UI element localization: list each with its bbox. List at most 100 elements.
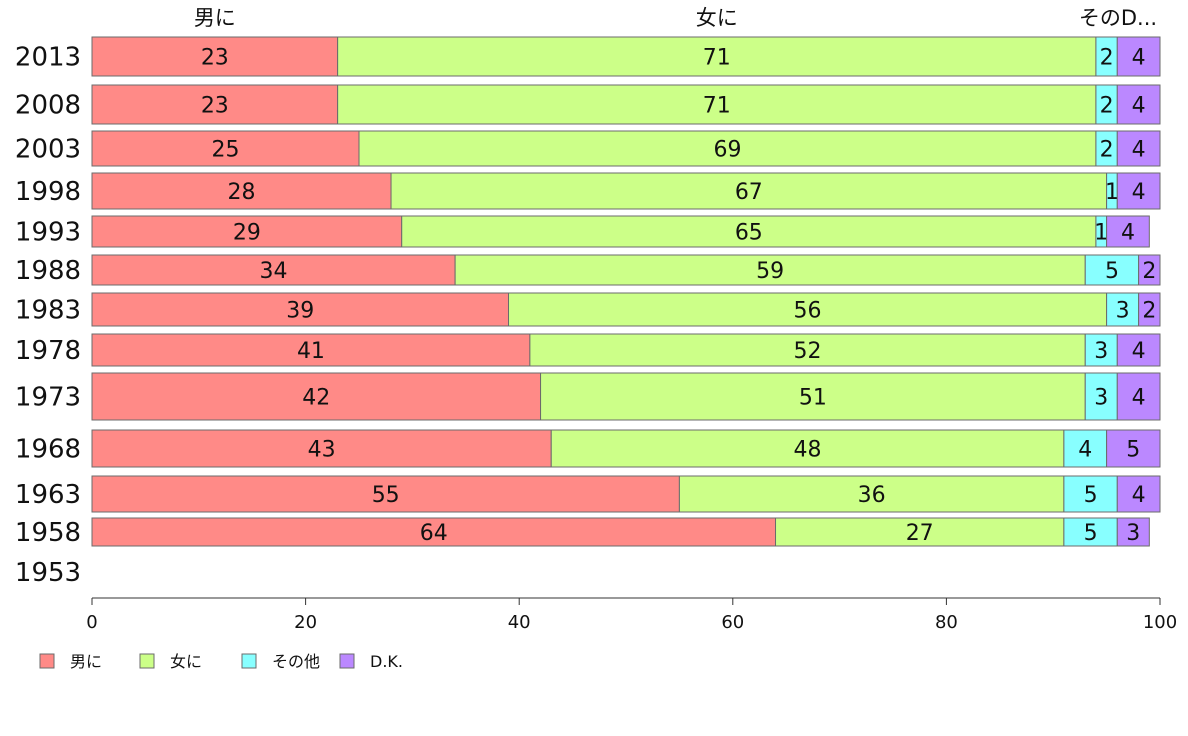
data-label: 2: [1142, 259, 1156, 284]
data-label: 67: [735, 180, 763, 205]
data-label: 42: [302, 386, 330, 411]
year-label: 1963: [15, 480, 81, 510]
bar-segment: [91, 475, 680, 513]
bar-segment: [1063, 517, 1118, 547]
data-label: 25: [212, 138, 240, 163]
x-tick-label: 100: [1143, 612, 1177, 633]
data-label: 23: [201, 46, 229, 71]
data-label: 5: [1105, 259, 1119, 284]
data-label: 55: [372, 483, 400, 508]
legend-label: 女に: [170, 652, 202, 671]
bar-segment: [1084, 333, 1118, 367]
bar-segment: [1116, 517, 1150, 547]
data-label: 64: [420, 521, 448, 546]
bar-segment: [1106, 215, 1150, 248]
legend-swatch: [241, 653, 257, 669]
bar-segment: [1116, 172, 1161, 210]
legend-label: その他: [272, 652, 320, 671]
data-label: 71: [703, 94, 731, 119]
data-label: 4: [1132, 46, 1146, 71]
bar-segment: [91, 84, 339, 125]
data-label: 1: [1105, 180, 1119, 205]
data-label: 52: [794, 339, 822, 364]
data-label: 27: [906, 521, 934, 546]
data-label: 5: [1084, 483, 1098, 508]
bar-segment: [91, 172, 392, 210]
data-label: 51: [799, 386, 827, 411]
data-label: 4: [1078, 438, 1092, 463]
data-label: 5: [1126, 438, 1140, 463]
legend-swatch: [39, 653, 55, 669]
year-label: 1983: [15, 296, 81, 326]
data-label: 4: [1132, 339, 1146, 364]
bar-segment: [1063, 475, 1118, 513]
bar-segment: [337, 84, 1097, 125]
bar-segment: [91, 36, 339, 77]
data-label: 28: [228, 180, 256, 205]
data-label: 2: [1142, 299, 1156, 324]
x-tick-label: 80: [935, 612, 958, 633]
data-label: 1: [1094, 221, 1108, 246]
data-label: 2: [1100, 46, 1114, 71]
data-label: 4: [1132, 138, 1146, 163]
bar-segment: [358, 130, 1097, 167]
bar-segment: [1063, 429, 1108, 468]
bar-segment: [91, 517, 777, 547]
x-axis: 0 20 40 60 80 100: [86, 597, 1177, 633]
data-label: 34: [260, 259, 288, 284]
bar-segment: [91, 429, 552, 468]
data-label: 41: [297, 339, 325, 364]
bar-segment: [1138, 254, 1161, 286]
year-label: 1978: [15, 336, 81, 366]
x-tick-label: 60: [721, 612, 744, 633]
bar-segment: [1116, 333, 1161, 367]
bar-segment: [1106, 429, 1161, 468]
x-tick-label: 40: [508, 612, 531, 633]
data-label: 59: [756, 259, 784, 284]
bar-segment: [390, 172, 1108, 210]
data-label: 4: [1132, 180, 1146, 205]
legend: 男に 女に その他 D.K.: [39, 652, 403, 671]
bar-segment: [678, 475, 1065, 513]
bar-segment: [1116, 130, 1161, 167]
data-label: 56: [794, 299, 822, 324]
top-series-labels: 男に 女に そのD...: [194, 6, 1157, 30]
bar-segment: [529, 333, 1086, 367]
year-label: 1993: [15, 218, 81, 248]
legend-label: 男に: [70, 652, 102, 671]
year-axis-labels: 2013 2008 2003 1998 1993 1988 1983 1978 1973 1968…: [15, 43, 81, 589]
data-label: 5: [1084, 521, 1098, 546]
bar-segment: [1084, 254, 1140, 286]
year-label: 1988: [15, 256, 81, 286]
year-label: 1953: [15, 558, 81, 588]
data-label: 4: [1132, 386, 1146, 411]
bar-segment: [337, 36, 1097, 77]
data-label: 4: [1132, 94, 1146, 119]
bar-segment: [1116, 475, 1161, 513]
year-label: 1998: [15, 177, 81, 207]
year-label: 1958: [15, 518, 81, 548]
legend-label: D.K.: [370, 652, 403, 671]
year-label: 2013: [15, 43, 81, 73]
x-tick-label: 20: [294, 612, 317, 633]
top-series-label: そのD...: [1079, 6, 1157, 30]
top-series-label: 男に: [194, 6, 236, 30]
bar-segment: [1116, 36, 1161, 77]
bar-segment: [91, 215, 403, 248]
data-label: 29: [233, 221, 261, 246]
bar-segment: [91, 333, 531, 367]
bar-segment: [1138, 292, 1161, 327]
data-label: 48: [794, 438, 822, 463]
data-label: 3: [1126, 521, 1140, 546]
legend-swatch: [139, 653, 155, 669]
data-label: 3: [1094, 386, 1108, 411]
data-label: 4: [1121, 221, 1135, 246]
data-label: 3: [1094, 339, 1108, 364]
data-label: 39: [286, 299, 314, 324]
bar-segment: [91, 372, 542, 421]
bar-segment: [454, 254, 1086, 286]
year-label: 1973: [15, 383, 81, 413]
data-label: 43: [308, 438, 336, 463]
bar-segment: [91, 130, 360, 167]
